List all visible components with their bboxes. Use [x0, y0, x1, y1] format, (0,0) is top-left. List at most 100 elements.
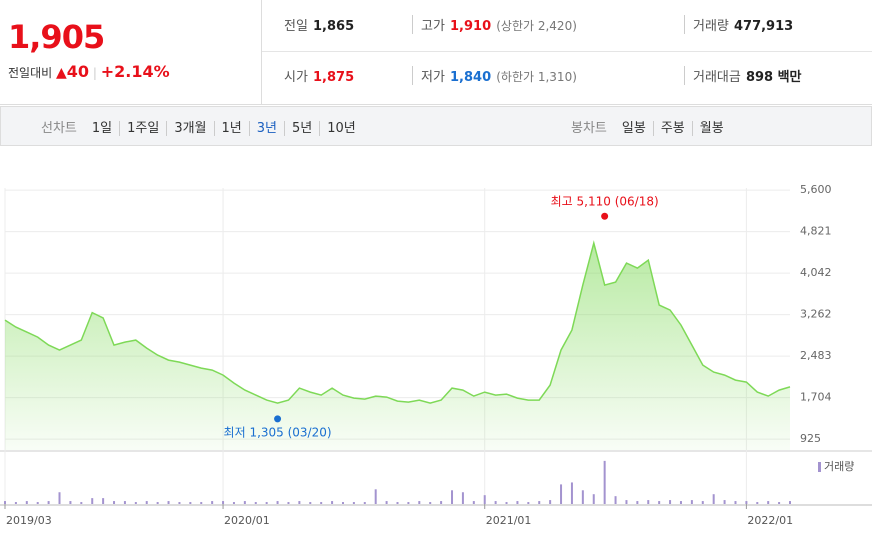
tab-group-label: 봉차트 — [571, 121, 607, 136]
volume-bar — [440, 501, 443, 504]
y-tick-label: 1,704 — [800, 391, 832, 404]
volume-bar — [134, 502, 137, 504]
volume-bar — [58, 492, 61, 504]
volume-bar — [592, 494, 595, 504]
volume-bar — [658, 501, 661, 504]
volume-bar — [156, 502, 159, 504]
stat-value: 1,840 — [450, 70, 492, 85]
volume-bar — [287, 502, 290, 504]
up-icon: ▲ — [56, 65, 67, 81]
volume-bar — [560, 484, 563, 504]
volume-bar — [352, 502, 355, 504]
stat-value: 477,913 — [733, 19, 794, 34]
volume-bar — [123, 501, 126, 504]
tab[interactable]: 주봉 — [652, 121, 692, 136]
header-right: 전일 1,865 고가 1,910 (상한가 2,420) 거래량 477,913 시… — [262, 0, 872, 105]
volume-bar — [734, 501, 737, 504]
volume-bar — [472, 501, 475, 504]
volume-bar — [113, 501, 116, 504]
extreme-marker — [601, 212, 609, 220]
volume-bar — [14, 502, 17, 504]
x-tick-label: 2021/01 — [486, 514, 532, 527]
volume-bar — [396, 502, 399, 504]
volume-bar — [4, 501, 6, 504]
volume-bar — [200, 502, 203, 504]
legend-swatch — [818, 462, 821, 472]
stat-label: 시가 — [284, 70, 308, 85]
tab-bar: 선차트 1일 1주일 3개월 1년 3년 5년 10년 봉차트 일봉 주봉 월봉 — [0, 106, 872, 146]
stat: 저가 1,840 (하한가 1,310) — [412, 66, 577, 85]
volume-bar — [745, 501, 748, 504]
volume-bar — [581, 490, 584, 504]
volume-bar — [494, 501, 497, 504]
candle-tabs: 봉차트 일봉 주봉 월봉 — [571, 117, 731, 136]
stat: 거래대금 898 백만 — [684, 66, 802, 85]
y-tick-label: 4,042 — [800, 266, 832, 279]
volume-bar — [331, 501, 334, 504]
volume-bar — [767, 501, 770, 504]
stat-value: 898 백만 — [745, 70, 802, 85]
current-price: 1,905 — [8, 18, 105, 56]
x-tick-label: 2022/01 — [747, 514, 793, 527]
tab[interactable]: 3년 — [248, 121, 284, 136]
stat-label: 고가 — [421, 19, 445, 34]
stat-label: 거래대금 — [693, 70, 741, 85]
volume-bar — [298, 501, 301, 504]
volume-bar — [603, 460, 606, 504]
tab[interactable]: 3개월 — [166, 121, 214, 136]
stat-value: 1,875 — [313, 70, 355, 85]
volume-bar — [320, 502, 323, 504]
volume-bar — [167, 501, 170, 504]
volume-bar — [636, 501, 639, 504]
price-line — [4, 240, 791, 404]
stat-value: 1,910 — [450, 19, 492, 34]
volume-bar — [461, 492, 464, 504]
extreme-marker — [274, 415, 282, 423]
volume-bar — [25, 501, 28, 504]
stat-label: 거래량 — [693, 19, 729, 34]
volume-bar — [483, 495, 486, 504]
stat-note: (상한가 2,420) — [496, 19, 577, 33]
y-tick-label: 925 — [800, 432, 821, 445]
volume-bar — [712, 494, 715, 504]
volume-bar — [690, 500, 693, 504]
volume-bar — [341, 502, 344, 504]
volume-bar — [505, 502, 508, 504]
header-left: 1,905 전일대비 ▲40 | +2.14% — [0, 0, 262, 105]
volume-bar — [178, 502, 181, 504]
stat-label: 전일 — [284, 19, 308, 34]
y-tick-label: 3,262 — [800, 308, 832, 321]
volume-bar — [80, 502, 83, 504]
volume-bar — [189, 502, 192, 504]
x-tick-label: 2019/03 — [6, 514, 52, 527]
volume-bar — [756, 502, 759, 504]
tab[interactable]: 1일 — [91, 121, 113, 136]
legend-label: 거래량 — [824, 460, 854, 473]
tab[interactable]: 1주일 — [119, 121, 167, 136]
price-area — [5, 243, 790, 450]
volume-bar — [570, 482, 573, 504]
extreme-label: 최고 5,110 (06/18) — [551, 195, 659, 209]
y-tick-label: 2,483 — [800, 349, 832, 362]
tab[interactable]: 1년 — [213, 121, 249, 136]
volume-bar — [429, 502, 432, 504]
tab[interactable]: 일봉 — [621, 121, 646, 136]
stat-label: 저가 — [421, 70, 445, 85]
volume-bar — [69, 501, 72, 504]
volume-bar — [527, 502, 530, 504]
volume-bar — [211, 501, 214, 504]
stat: 시가 1,875 — [284, 66, 354, 85]
tab[interactable]: 5년 — [284, 121, 320, 136]
tab[interactable]: 월봉 — [691, 121, 731, 136]
tab[interactable]: 10년 — [319, 121, 363, 136]
volume-bar — [91, 498, 94, 504]
volume-bar — [385, 501, 388, 504]
x-tick-label: 2020/01 — [224, 514, 270, 527]
volume-bar — [625, 500, 628, 504]
volume-bar — [145, 501, 148, 504]
volume-bar — [669, 500, 672, 504]
volume-bar — [451, 490, 454, 504]
volume-bar — [47, 501, 50, 504]
